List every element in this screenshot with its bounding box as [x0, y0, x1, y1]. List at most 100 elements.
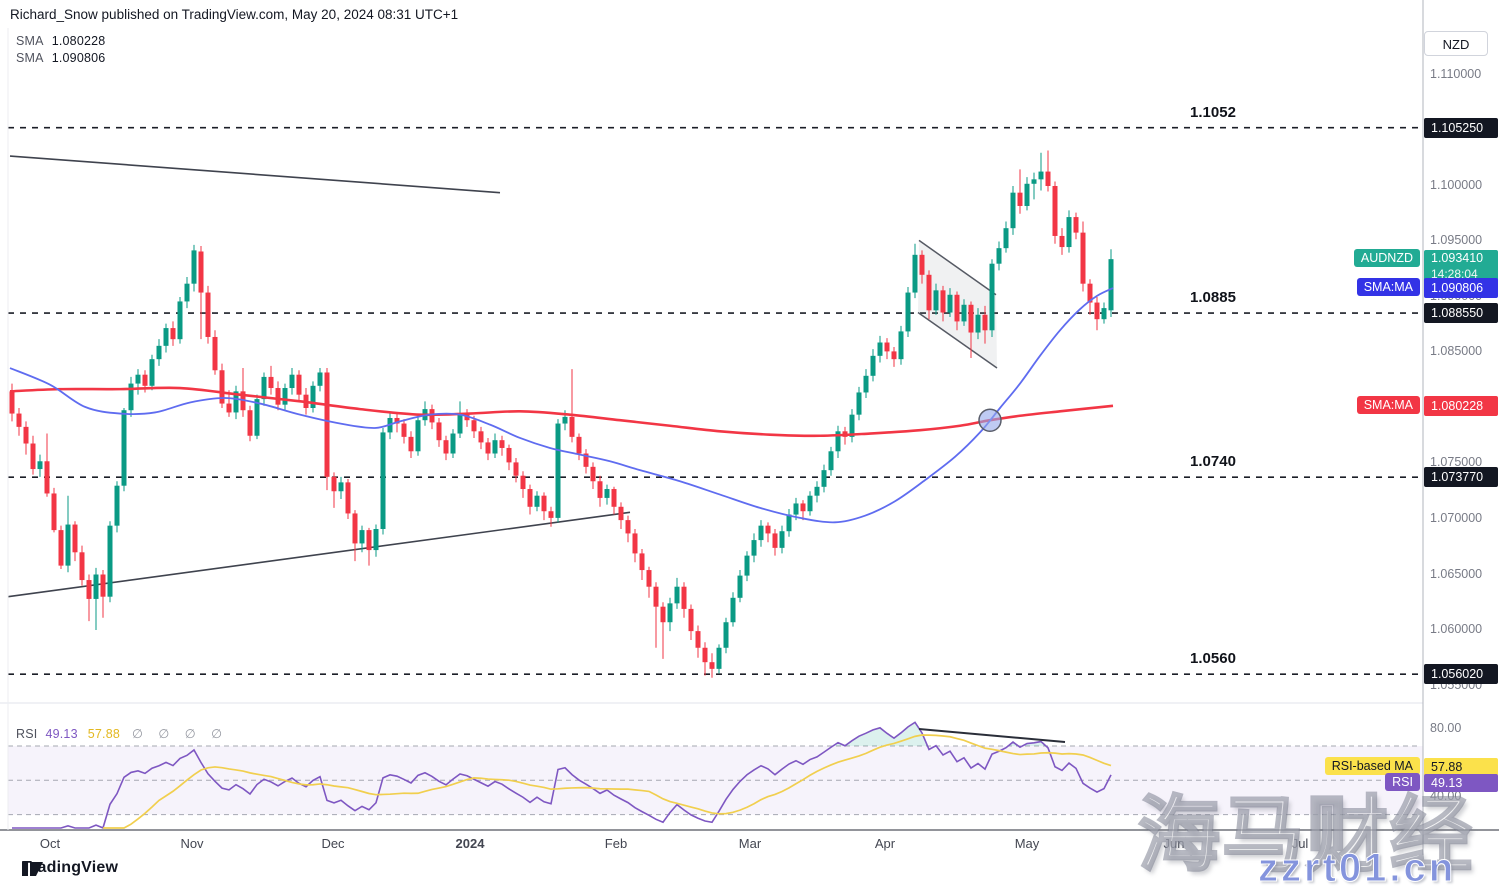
candle-body	[30, 443, 36, 470]
candle-body	[296, 374, 302, 395]
candle-body	[933, 290, 939, 311]
candle-body	[191, 250, 197, 284]
level-tag-4: 1.056020	[1424, 664, 1498, 684]
candle-body	[667, 603, 673, 623]
candle-body	[1080, 232, 1086, 284]
candle-body	[163, 328, 169, 346]
candle-body	[289, 374, 295, 389]
trendline[interactable]	[9, 155, 501, 194]
candle-body	[758, 525, 764, 541]
candle-body	[884, 342, 890, 352]
flag-border-line[interactable]	[917, 311, 998, 369]
candle-body	[1024, 183, 1030, 206]
candle-body	[51, 493, 57, 531]
candle-body	[345, 482, 351, 514]
candle-body	[149, 359, 155, 386]
rsi-ma-tag: 57.88	[1424, 758, 1498, 776]
time-axis-label: May	[1014, 836, 1040, 851]
axis-tick: 1.060000	[1430, 622, 1483, 636]
candle-body	[702, 647, 708, 663]
publish-attribution: Richard_Snow published on TradingView.co…	[10, 7, 459, 22]
candle-body	[121, 410, 127, 486]
candle-body	[632, 533, 638, 554]
candle-body	[1059, 235, 1065, 248]
rsi-legend-row[interactable]: RSI 49.13 57.88 ∅ ∅ ∅ ∅	[16, 726, 228, 741]
axis-tick: 1.070000	[1430, 511, 1483, 525]
candle-body	[254, 399, 260, 436]
time-axis-label: Nov	[180, 836, 204, 851]
time-axis-label: Mar	[738, 836, 762, 851]
candle-body	[184, 283, 190, 302]
sma-fast-legend-row[interactable]: SMA 1.090806	[16, 51, 105, 65]
candle-body	[401, 423, 407, 437]
candle-body	[37, 461, 43, 470]
candle-body	[170, 328, 176, 340]
currency-button[interactable]: NZD	[1424, 31, 1488, 56]
sma-slow-legend-row[interactable]: SMA 1.080228	[16, 34, 105, 48]
last-price-tag: 1.093410 14:28:04	[1424, 249, 1498, 283]
candle-body	[142, 374, 148, 386]
candle-body	[450, 433, 456, 454]
tradingview-brand-text: TradingView	[22, 859, 119, 876]
rsi-legend-value: 49.13	[45, 727, 78, 741]
candle-body	[520, 475, 526, 490]
candle-body	[604, 489, 610, 498]
candle-body	[968, 304, 974, 333]
candle-body	[471, 420, 477, 432]
candle-body	[436, 422, 442, 441]
rsi-divergence-trendline[interactable]	[918, 728, 1066, 743]
candle-body	[548, 511, 554, 518]
candle-body	[611, 489, 617, 507]
rsi-line[interactable]	[12, 721, 1112, 829]
candle-body	[912, 254, 918, 293]
rsi-ma-line[interactable]	[103, 734, 1112, 829]
candle-body	[695, 631, 701, 648]
level-annotation: 1.0885	[1190, 289, 1236, 307]
candle-body	[464, 414, 470, 421]
golden-cross-marker[interactable]	[978, 408, 1002, 432]
level-annotation: 1.1052	[1190, 103, 1236, 121]
horizontal-level-lines[interactable]	[8, 126, 1421, 675]
time-axis-label: Feb	[604, 836, 628, 851]
sma-slow-label: SMA:MA	[1356, 396, 1420, 414]
watermark-site-text: zzrt01.cn	[1257, 846, 1457, 891]
sma-fast-line[interactable]	[9, 287, 1114, 524]
candle-body	[779, 531, 785, 548]
candle-body	[891, 351, 897, 360]
candle-body	[828, 451, 834, 471]
candle-body	[821, 470, 827, 487]
level-tag-2: 1.088550	[1424, 303, 1498, 323]
candle-body	[898, 331, 904, 360]
candle-body	[359, 530, 365, 544]
tradingview-footer[interactable]: TradingView	[22, 859, 118, 877]
time-axis-label: Dec	[321, 836, 345, 851]
time-axis-label: Apr	[874, 836, 896, 851]
candle-body	[44, 461, 50, 494]
candle-body	[527, 489, 533, 507]
flag-border-line[interactable]	[918, 239, 997, 296]
candle-body	[226, 403, 232, 413]
candle-body	[653, 586, 659, 607]
sma-slow-line[interactable]	[9, 386, 1114, 438]
candle-body	[1038, 171, 1044, 180]
time-axis-label: 2024	[455, 836, 485, 851]
candle-body	[485, 442, 491, 454]
watermark-cn-text: 海马财经	[1137, 789, 1475, 883]
candle-body	[261, 376, 267, 400]
rsi-legend-label: RSI	[16, 727, 38, 741]
candle-body	[1108, 259, 1114, 311]
candle-body	[744, 555, 750, 576]
candle-body	[639, 553, 645, 571]
sma-slow-legend-value: 1.080228	[51, 34, 106, 48]
axis-tick: 1.075000	[1430, 455, 1483, 469]
candle-body	[863, 375, 869, 393]
candle-body	[16, 413, 22, 427]
sma-slow-tag: 1.080228	[1424, 396, 1498, 416]
candle-body	[352, 513, 358, 544]
candle-body	[807, 495, 813, 512]
candle-body	[541, 495, 547, 512]
candle-body	[1017, 192, 1023, 206]
sma-slow-legend-label: SMA	[16, 34, 44, 48]
